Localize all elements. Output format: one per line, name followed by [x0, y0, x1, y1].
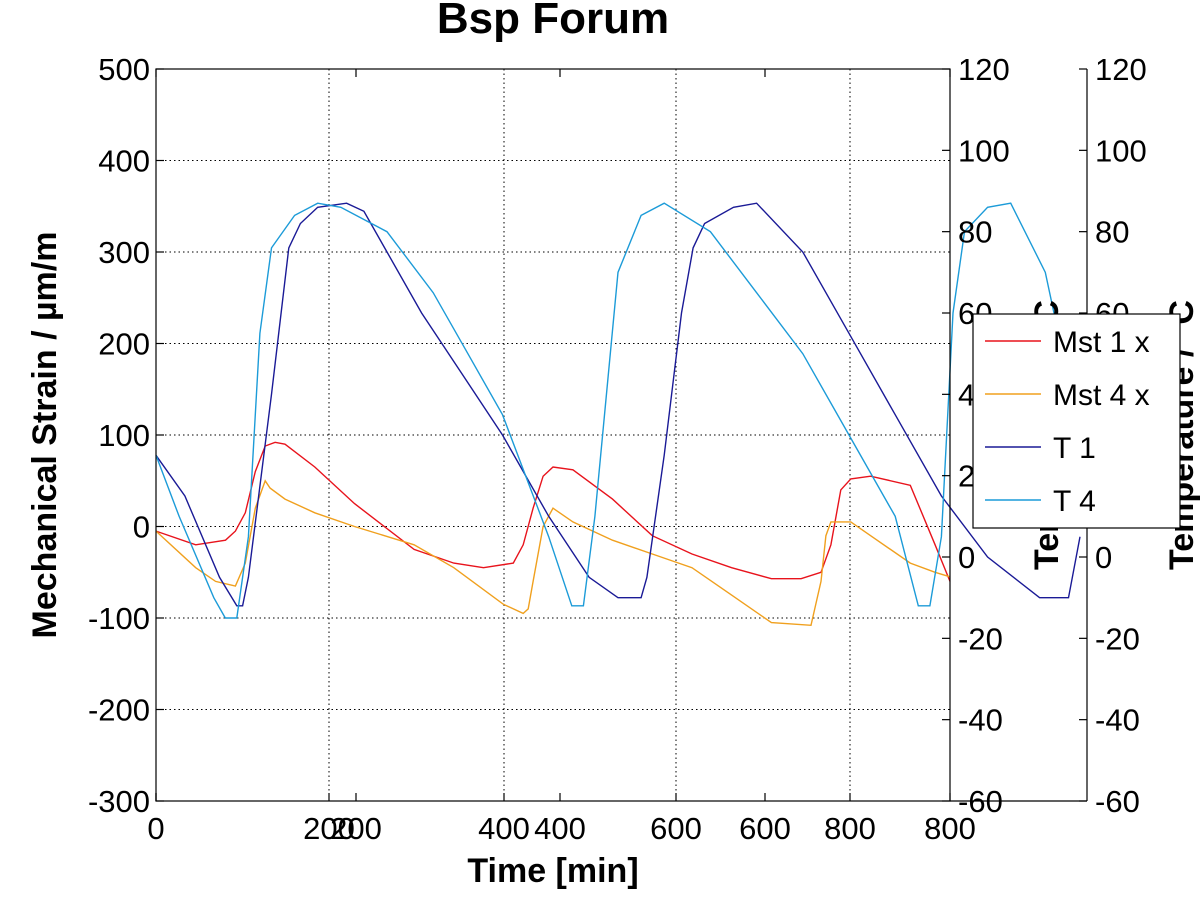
- x-axis-label: Time [min]: [467, 852, 638, 890]
- y-tick-label-left: 500: [98, 52, 150, 87]
- y-tick-label-right-1: 120: [958, 52, 1010, 87]
- legend-box: [972, 313, 1181, 529]
- x-tick-label-strain: 400: [478, 811, 530, 846]
- legend: Mst 1 x Mst 4 x T 1 T 4: [972, 313, 1181, 529]
- x-tick-label-strain: 200: [303, 811, 355, 846]
- y-tick-label-right-1: -40: [958, 703, 1003, 738]
- y-tick-label-right-1: 80: [958, 215, 992, 250]
- series-line-3: [155, 202, 1081, 619]
- y-tick-label-right-2: 120: [1095, 52, 1147, 87]
- y-tick-label-right-2: 80: [1095, 215, 1129, 250]
- x-tick-label-temp: 800: [924, 811, 976, 846]
- series-lines: [155, 202, 1081, 627]
- y-tick-label-left: -100: [88, 601, 150, 636]
- y-axis-label-left: Mechanical Strain / µm/m: [26, 232, 64, 639]
- series-line-0: [155, 441, 951, 582]
- x-tick-label-strain: 600: [650, 811, 702, 846]
- y-tick-label-right-2: 100: [1095, 133, 1147, 168]
- legend-label: Mst 1 x: [1053, 326, 1150, 359]
- y-tick-label-left: 300: [98, 235, 150, 270]
- y-tick-label-right-1: 0: [958, 540, 975, 575]
- y-tick-label-left: 100: [98, 418, 150, 453]
- y-tick-label-right-1: -60: [958, 784, 1003, 819]
- y-tick-label-right-1: -20: [958, 621, 1003, 656]
- y-tick-label-left: 200: [98, 327, 150, 362]
- x-tick-label-temp: 600: [739, 811, 791, 846]
- legend-label: Mst 4 x: [1053, 379, 1150, 412]
- series-line-2: [155, 202, 1081, 607]
- y-tick-label-right-2: -20: [1095, 621, 1140, 656]
- y-tick-label-right-2: 0: [1095, 540, 1112, 575]
- y-tick-label-left: -200: [88, 693, 150, 728]
- y-tick-label-left: 0: [133, 510, 150, 545]
- x-tick-label-strain: 800: [824, 811, 876, 846]
- y-tick-label-right-2: -60: [1095, 784, 1140, 819]
- y-tick-label-left: -300: [88, 784, 150, 819]
- gridlines: [156, 69, 950, 801]
- x-tick-label-temp: 400: [534, 811, 586, 846]
- x-tick-label-strain: 0: [147, 811, 164, 846]
- legend-label: T 4: [1053, 485, 1096, 518]
- y-tick-label-right-2: -40: [1095, 703, 1140, 738]
- y-tick-label-right-1: 100: [958, 133, 1010, 168]
- series-line-1: [155, 479, 951, 627]
- x-tick-label-temp: 200: [330, 811, 382, 846]
- y-tick-label-left: 400: [98, 144, 150, 179]
- legend-label: T 1: [1053, 432, 1096, 465]
- chart-title: Bsp Forum: [437, 0, 669, 43]
